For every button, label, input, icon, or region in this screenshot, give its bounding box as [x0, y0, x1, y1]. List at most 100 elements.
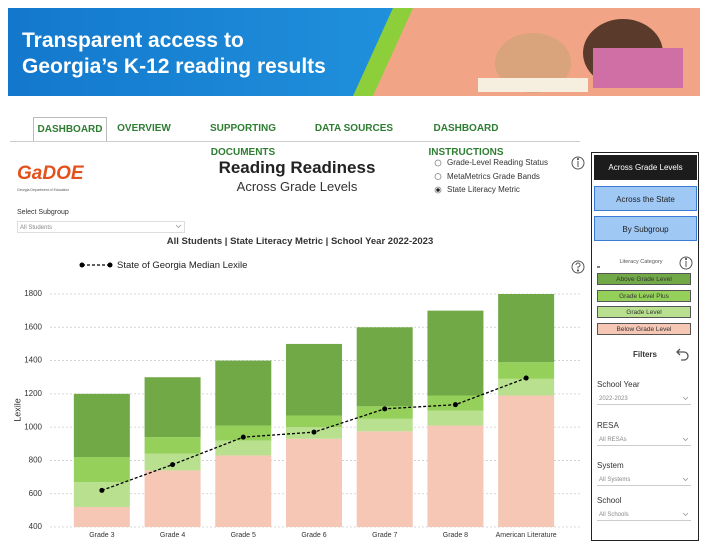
view-button[interactable]: Across Grade Levels — [594, 155, 697, 180]
x-tick-label: American Literature — [496, 532, 557, 539]
chart-subtitle: Across Grade Levels — [236, 179, 358, 194]
bar-segment — [73, 482, 130, 508]
filter-label: School Year — [597, 380, 640, 389]
y-tick-label: 800 — [29, 456, 43, 465]
line-legend-dot — [79, 262, 85, 268]
bar-segment — [356, 431, 413, 527]
bar-segment — [286, 438, 342, 527]
view-button[interactable]: By Subgroup — [594, 216, 697, 241]
chevron — [175, 224, 182, 229]
tab[interactable]: SUPPORTING DOCUMENTS — [209, 123, 277, 158]
y-tick-label: 1600 — [24, 322, 42, 331]
chevron — [682, 477, 689, 482]
median-point — [99, 487, 105, 493]
median-point — [170, 462, 176, 468]
view-button[interactable]: Across the State — [594, 185, 697, 211]
bar-segment — [215, 440, 272, 456]
y-tick-label: 1000 — [24, 422, 42, 431]
info-icon[interactable] — [679, 256, 693, 270]
bar-segment — [356, 406, 413, 419]
chevron — [682, 396, 689, 401]
bar-segment — [498, 395, 555, 527]
tab[interactable]: DASHBOARD — [33, 117, 107, 142]
filter-dropdown[interactable]: All Systems — [597, 474, 691, 486]
bar-segment — [427, 425, 484, 527]
legend-title: Literacy Category — [619, 259, 663, 265]
x-tick-label: Grade 8 — [443, 532, 468, 539]
reset-icon[interactable] — [676, 348, 689, 361]
radio — [434, 159, 442, 167]
icons — [571, 156, 693, 361]
banner-title: Transparent access to Georgia’s K-12 rea… — [22, 28, 326, 80]
bar-segment — [73, 457, 130, 483]
x-tick-label: Grade 4 — [160, 532, 185, 539]
filter-dropdown[interactable]: All RESAs — [597, 434, 691, 446]
logo: GaDOE — [17, 163, 84, 184]
bar-segment — [144, 470, 201, 527]
median-point — [240, 434, 246, 440]
median-point — [382, 406, 388, 412]
bar-segment — [215, 455, 272, 527]
chevron — [682, 437, 689, 442]
filter-dropdown[interactable]: 2022-2023 — [597, 393, 691, 405]
filter-label: School — [597, 496, 622, 505]
bar-segment — [73, 393, 130, 458]
bar-segment — [286, 343, 342, 416]
x-tick-label: Grade 3 — [89, 532, 114, 539]
bar-segment — [144, 437, 201, 454]
median-point — [311, 429, 317, 435]
filter-label: RESA — [597, 421, 619, 430]
filters-title: Filters — [632, 350, 657, 359]
median-point — [452, 402, 458, 408]
bar-segment — [356, 418, 413, 432]
y-tick-label: 1800 — [24, 289, 42, 298]
bar-segment — [286, 415, 342, 428]
radio-label[interactable]: MetaMetrics Grade Bands — [447, 171, 540, 181]
bar-segment — [427, 310, 484, 396]
legend-item[interactable]: Grade Level Plus — [597, 289, 691, 302]
chevron — [682, 512, 689, 517]
banner-line: Georgia’s K-12 reading results — [22, 55, 326, 78]
logo-caption: Georgia Department of Education — [17, 188, 70, 192]
filter-dropdown[interactable]: All Schools — [597, 509, 691, 521]
y-tick-label: 400 — [29, 522, 43, 531]
x-tick-label: Grade 5 — [231, 532, 256, 539]
info-icon[interactable] — [571, 156, 585, 170]
filter-label: System — [597, 461, 624, 470]
line-legend-label: State of Georgia Median Lexile — [117, 260, 248, 271]
bar-segment — [144, 377, 201, 438]
bar-segment — [498, 362, 555, 379]
x-tick-label: Grade 6 — [301, 532, 326, 539]
radio-label[interactable]: Grade-Level Reading Status — [447, 158, 548, 167]
tab[interactable]: DATA SOURCES — [314, 123, 394, 134]
tab-rule — [10, 141, 580, 142]
y-tick-label: 1400 — [24, 356, 42, 365]
tab[interactable]: OVERVIEW — [117, 123, 171, 134]
legend-item[interactable]: Grade Level — [597, 306, 691, 318]
subgroup-dropdown[interactable]: All Students — [17, 221, 185, 233]
radio-dot — [436, 188, 440, 192]
radio — [434, 173, 442, 180]
bar-segment — [356, 327, 413, 407]
chart-caption: All Students | State Literacy Metric | S… — [166, 236, 434, 247]
subgroup-label: Select Subgroup — [17, 209, 69, 216]
y-tick-label: 600 — [29, 489, 43, 498]
help-icon[interactable] — [571, 260, 585, 274]
chart-title: Reading Readiness — [218, 158, 376, 177]
banner-line: Transparent access to — [22, 29, 244, 52]
legend-item[interactable]: Below Grade Level — [597, 322, 691, 335]
sidebar — [591, 152, 699, 541]
bar-segment — [427, 410, 484, 426]
line-legend-dot — [107, 262, 113, 268]
y-tick-label: 1200 — [24, 389, 42, 398]
x-tick-label: Grade 7 — [372, 532, 397, 539]
legend-item[interactable]: Above Grade Level — [597, 273, 691, 285]
bar-segment — [215, 360, 272, 426]
radio-label[interactable]: State Literacy Metric — [447, 185, 520, 194]
bar-segment — [73, 507, 130, 527]
tab[interactable]: DASHBOARD INSTRUCTIONS — [428, 123, 504, 158]
median-point — [523, 375, 529, 381]
y-axis-title: Lexile — [12, 398, 22, 422]
